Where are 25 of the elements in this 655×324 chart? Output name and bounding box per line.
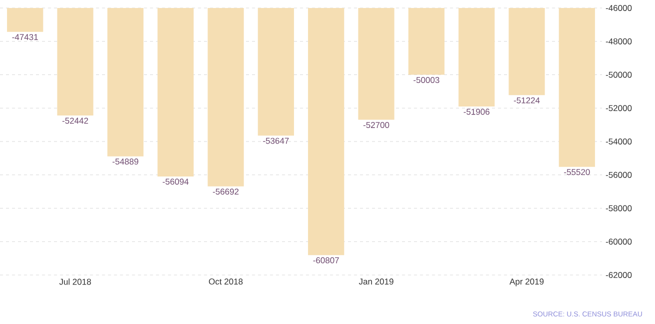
- data-label: -56692: [212, 188, 239, 195]
- y-tick-label: -46000: [606, 4, 632, 11]
- y-tick-label: -52000: [606, 105, 632, 112]
- data-label: -56094: [162, 178, 189, 185]
- y-tick-label: -50000: [606, 72, 632, 78]
- y-tick-label: -62000: [606, 272, 632, 278]
- data-label: -52700: [363, 122, 390, 128]
- data-label: -53647: [263, 138, 289, 144]
- data-label: -47431: [12, 34, 38, 40]
- data-label: -60807: [313, 257, 339, 264]
- x-tick-label: Jul 2018: [59, 278, 91, 285]
- data-label: -51906: [464, 108, 490, 115]
- y-tick-label: -56000: [606, 172, 632, 178]
- y-tick-label: -58000: [606, 205, 632, 212]
- data-label: -51224: [514, 97, 540, 104]
- x-tick-label: Apr 2019: [510, 278, 544, 286]
- data-label: -50003: [414, 77, 440, 84]
- y-tick-label: -54000: [606, 138, 632, 144]
- x-tick-label: Oct 2018: [208, 278, 243, 285]
- data-label: -55520: [564, 169, 590, 176]
- x-tick-label: Jan 2019: [358, 278, 394, 285]
- data-label: -54889: [112, 158, 138, 165]
- y-tick-label: -60000: [606, 238, 632, 245]
- y-tick-label: -48000: [606, 38, 632, 44]
- data-label: -52442: [62, 118, 88, 124]
